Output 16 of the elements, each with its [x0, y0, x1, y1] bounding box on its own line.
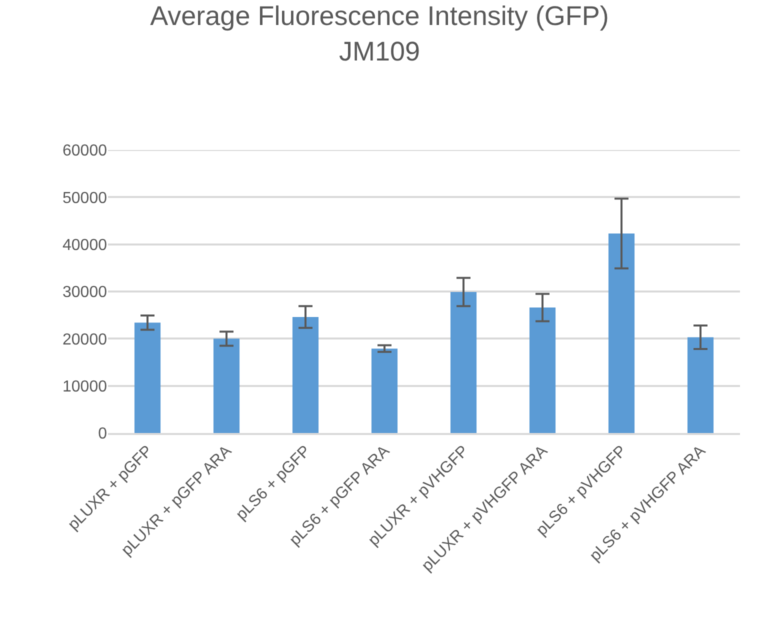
bar: [608, 233, 635, 433]
y-tick-label: 0: [98, 426, 108, 443]
bar: [213, 338, 240, 433]
bar: [371, 348, 398, 433]
bar: [450, 292, 477, 433]
y-tick-label: 20000: [62, 331, 108, 348]
bar: [687, 337, 714, 433]
bar: [134, 322, 161, 433]
y-tick-label: 60000: [62, 142, 108, 160]
y-tick-label: 40000: [62, 236, 108, 254]
bar: [529, 308, 556, 433]
bar: [292, 316, 319, 433]
y-tick-label: 30000: [62, 284, 108, 302]
y-tick-label: 10000: [62, 378, 108, 396]
chart-title: Average Fluorescence Intensity (GFP) JM109: [150, 1, 609, 66]
y-tick-label: 50000: [62, 190, 108, 207]
